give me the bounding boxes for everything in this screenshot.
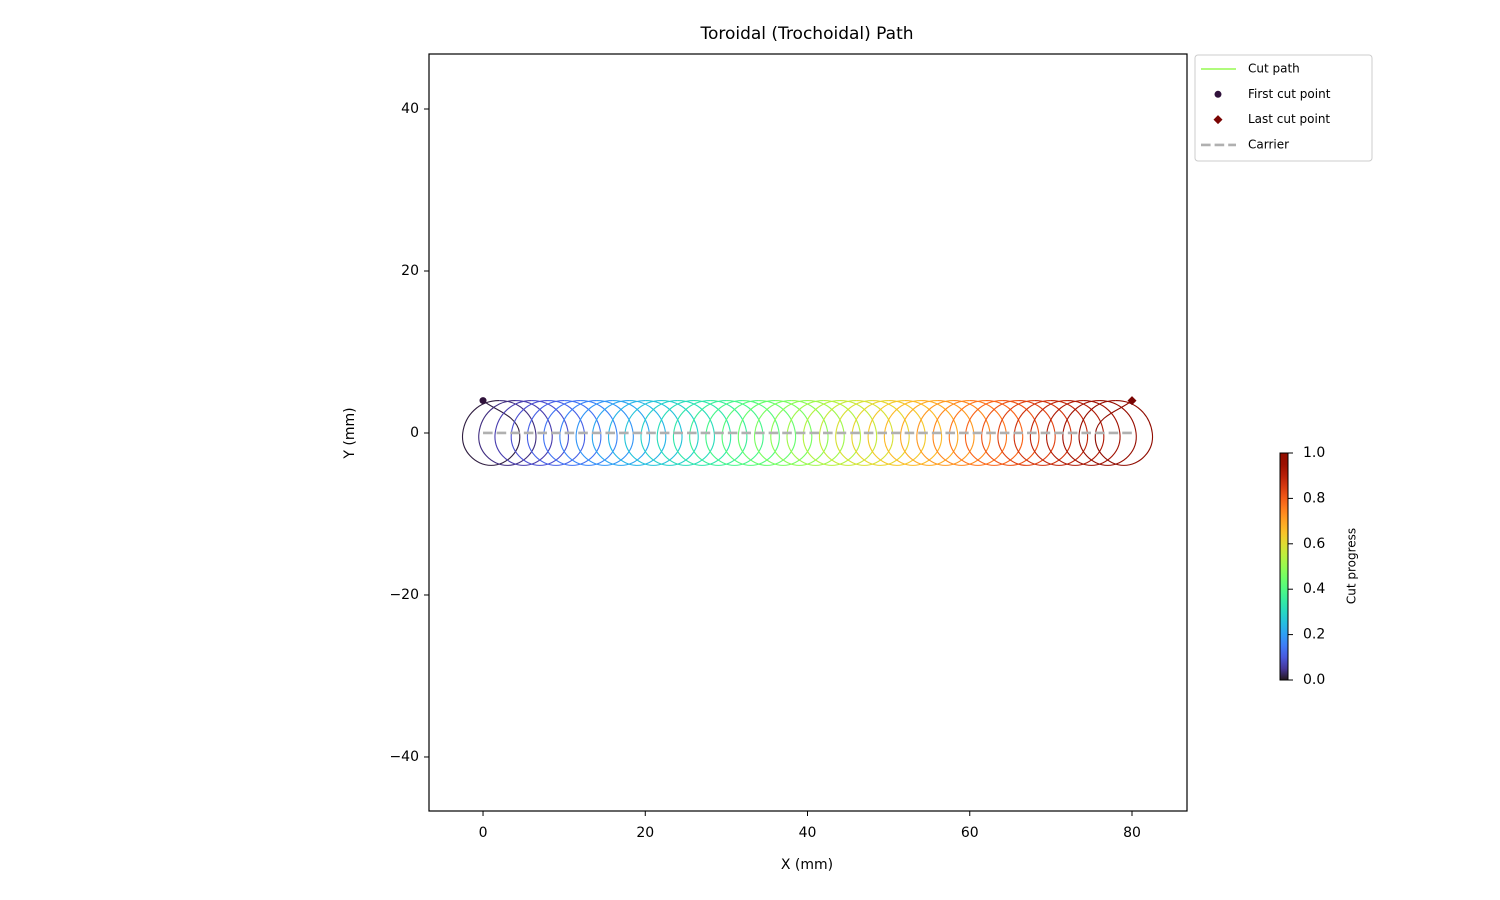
cut-path-loop [575, 400, 634, 466]
colorbar [1279, 452, 1289, 681]
cut-path-loop [673, 400, 732, 466]
cut-path-loop [754, 400, 813, 466]
cut-path-loop [851, 400, 910, 466]
x-tick-label: 80 [1123, 825, 1141, 841]
cut-path-loop [591, 400, 650, 466]
cut-path-loop [527, 400, 586, 466]
cut-path-loop [478, 400, 537, 466]
y-tick-label: 20 [401, 263, 419, 279]
cut-path-loop [786, 400, 845, 466]
cut-path-loop [1078, 400, 1137, 466]
axes-frame [428, 53, 1188, 812]
cut-path-loop [835, 400, 894, 466]
y-tick-label: 0 [410, 425, 419, 441]
cut-path-loop [1013, 400, 1072, 466]
cut-path-loop [948, 400, 1007, 466]
cut-path-loop [1046, 400, 1105, 466]
legend-label: Last cut point [1248, 112, 1330, 126]
cut-path-loop [1094, 400, 1153, 466]
last-point [1127, 396, 1137, 406]
cut-path-loop [965, 400, 1024, 466]
cut-path-loop [543, 400, 602, 466]
cut-path-loop [900, 400, 959, 466]
cut-path-loop [624, 400, 683, 466]
cut-path-loop [737, 400, 796, 466]
y-axis-label: Y (mm) [342, 407, 358, 459]
legend-marker [1214, 90, 1222, 98]
cut-path-loop [883, 400, 942, 466]
x-axis-label: X (mm) [781, 857, 833, 873]
x-tick-label: 60 [961, 825, 979, 841]
y-tick-label: −40 [389, 749, 419, 765]
legend-label: Carrier [1248, 137, 1289, 151]
y-tick-label: 40 [401, 101, 419, 117]
legend-label: Cut path [1248, 62, 1300, 76]
legend-marker [1213, 115, 1223, 125]
cut-path-loop [721, 400, 780, 466]
cut-path-loop [1062, 400, 1121, 466]
cut-path-loop [494, 400, 553, 466]
colorbar-label: Cut progress [1345, 528, 1359, 604]
colorbar-tick-label: 0.4 [1303, 581, 1325, 597]
plot-area [462, 396, 1153, 466]
cut-path-loop [981, 400, 1040, 466]
cut-path-loop [997, 400, 1056, 466]
cut-path-loop [462, 400, 521, 466]
chart-title: Toroidal (Trochoidal) Path [699, 24, 913, 44]
cut-path-loop [819, 400, 878, 466]
cut-path-loop [510, 400, 569, 466]
legend: Cut path First cut point Last cut point Car… [1194, 54, 1373, 162]
cut-path-loop [932, 400, 991, 466]
colorbar-tick-label: 0.0 [1303, 672, 1325, 688]
colorbar-tick-label: 0.2 [1303, 627, 1325, 643]
cut-path-loop [802, 400, 861, 466]
cut-path-loop [1029, 400, 1089, 466]
x-tick-label: 40 [799, 825, 817, 841]
cut-path-loop [867, 400, 926, 466]
colorbar-tick-label: 0.6 [1303, 536, 1325, 552]
x-tick-label: 20 [636, 825, 654, 841]
cut-path-loop [608, 400, 667, 466]
first-point [479, 397, 487, 405]
x-tick-label: 0 [479, 825, 488, 841]
legend-label: First cut point [1248, 87, 1331, 101]
cut-path-loop [916, 400, 975, 466]
cut-path-loop [656, 400, 715, 466]
colorbar-tick-label: 1.0 [1303, 445, 1325, 461]
cut-path-loop [689, 400, 748, 466]
cut-path-loop [559, 400, 618, 466]
y-tick-label: −20 [389, 587, 419, 603]
colorbar-tick-label: 0.8 [1303, 490, 1325, 506]
legend-box [1194, 54, 1373, 162]
cut-path-loop [770, 400, 829, 466]
cut-path-loop [640, 400, 699, 466]
cut-path-loop [705, 400, 764, 466]
